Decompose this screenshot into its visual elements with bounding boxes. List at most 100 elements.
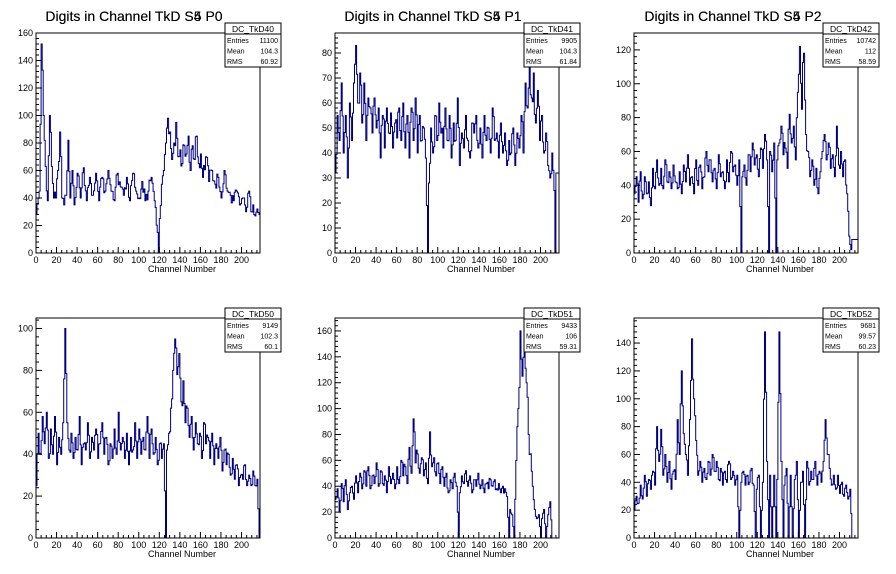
x-tick-label: 140 <box>471 255 486 265</box>
stats-label: RMS <box>825 344 841 351</box>
x-tick-label: 0 <box>332 540 337 550</box>
y-tick-label: 140 <box>616 338 631 348</box>
x-tick-label: 160 <box>492 255 507 265</box>
stats-label: Mean <box>825 49 843 56</box>
y-tick-label: 60 <box>621 449 631 459</box>
chart-title: Digits in Channel TkD S4 P1 <box>344 8 521 24</box>
stats-box: DC_TkD40 Entries 11100 Mean 104.3 RMS 60.92 <box>224 22 282 68</box>
y-tick-label: 20 <box>23 221 33 231</box>
x-tick-label: 80 <box>412 540 422 550</box>
y-tick-label: 60 <box>322 98 332 108</box>
stats-value: 61.84 <box>559 59 577 66</box>
x-tick-label: 40 <box>371 255 381 265</box>
y-tick-label: 80 <box>621 113 631 123</box>
stats-value: 60.92 <box>260 59 278 66</box>
stats-box: DC_TkD42 Entries 10742 Mean 112 RMS 58.59 <box>822 22 880 68</box>
x-tick-label: 40 <box>670 540 680 550</box>
plot-frame <box>334 317 560 539</box>
stats-value: 99.57 <box>858 334 876 341</box>
stats-label: Entries <box>526 38 548 45</box>
x-tick-label: 160 <box>193 540 208 550</box>
x-tick-label: 160 <box>193 255 208 265</box>
y-tick-label: 0 <box>327 248 332 258</box>
stats-value: 11100 <box>260 38 279 45</box>
x-axis-label: Channel Number <box>148 264 216 274</box>
stats-value: 104.3 <box>260 49 278 56</box>
stats-label: Mean <box>526 49 544 56</box>
x-tick-label: 20 <box>650 540 660 550</box>
chart-title: Digits in Channel TkD S4 P0 <box>45 8 222 24</box>
y-tick-label: 160 <box>317 326 332 336</box>
x-tick-label: 60 <box>93 255 103 265</box>
plot-frame <box>633 317 859 539</box>
stats-label: Entries <box>825 38 847 45</box>
y-tick-label: 160 <box>18 28 33 38</box>
x-axis-label: Channel Number <box>746 264 814 274</box>
x-tick-label: 120 <box>750 255 765 265</box>
plot-frame <box>35 317 261 539</box>
stats-box-frame <box>523 307 581 353</box>
stats-label: RMS <box>227 344 243 351</box>
y-tick-label: 50 <box>322 123 332 133</box>
y-tick-label: 0 <box>28 533 33 543</box>
stats-value: 9905 <box>561 38 577 45</box>
y-tick-label: 100 <box>18 111 33 121</box>
y-tick-label: 40 <box>322 148 332 158</box>
x-tick-label: 200 <box>234 540 249 550</box>
x-tick-label: 40 <box>72 255 82 265</box>
y-tick-label: 40 <box>621 477 631 487</box>
y-tick-label: 70 <box>322 73 332 83</box>
x-tick-label: 60 <box>691 540 701 550</box>
stats-box: DC_TkD52 Entries 9681 Mean 99.57 RMS 60.23 <box>822 307 880 353</box>
stats-box-name: DC_TkD41 <box>531 24 573 34</box>
x-tick-label: 200 <box>832 255 847 265</box>
x-tick-label: 140 <box>172 255 187 265</box>
y-tick-label: 80 <box>621 422 631 432</box>
x-tick-label: 120 <box>451 255 466 265</box>
y-tick-label: 40 <box>23 449 33 459</box>
x-tick-label: 100 <box>729 540 744 550</box>
x-tick-label: 160 <box>791 540 806 550</box>
stats-label: Mean <box>825 334 843 341</box>
y-tick-label: 120 <box>616 45 631 55</box>
y-tick-label: 40 <box>23 193 33 203</box>
x-tick-label: 180 <box>512 255 527 265</box>
y-tick-label: 120 <box>317 378 332 388</box>
histogram-series-line <box>35 43 261 254</box>
x-tick-label: 100 <box>430 255 445 265</box>
y-tick-label: 100 <box>18 323 33 333</box>
histogram-series-line <box>334 330 559 539</box>
stats-label: Mean <box>526 334 544 341</box>
stats-label: Entries <box>227 323 249 330</box>
stats-value: 102.3 <box>260 334 278 341</box>
y-tick-label: 80 <box>23 365 33 375</box>
stats-label: Mean <box>227 49 245 56</box>
x-tick-label: 140 <box>471 540 486 550</box>
histogram-panel-5: Digits in Channel TkD S5 P10 20 40 60 80 100 1… <box>317 8 581 559</box>
x-axis-label: Channel Number <box>746 549 814 559</box>
x-tick-label: 60 <box>392 255 402 265</box>
x-tick-label: 180 <box>213 540 228 550</box>
x-tick-label: 0 <box>631 540 636 550</box>
stats-box-name: DC_TkD40 <box>232 24 274 34</box>
x-tick-label: 0 <box>631 255 636 265</box>
x-tick-label: 100 <box>131 255 146 265</box>
histogram-series-line <box>35 328 260 539</box>
x-tick-label: 100 <box>729 255 744 265</box>
stats-value: 9433 <box>561 323 577 330</box>
y-tick-label: 100 <box>616 79 631 89</box>
x-tick-label: 140 <box>172 540 187 550</box>
x-axis-label: Channel Number <box>447 264 515 274</box>
stats-value: 9681 <box>860 323 876 330</box>
y-tick-label: 20 <box>621 505 631 515</box>
stats-box-frame <box>523 22 581 68</box>
stats-value: 9149 <box>262 323 278 330</box>
x-tick-label: 180 <box>213 255 228 265</box>
x-tick-label: 200 <box>533 540 548 550</box>
x-tick-label: 20 <box>52 540 62 550</box>
stats-value: 10742 <box>857 38 877 45</box>
y-tick-label: 120 <box>616 366 631 376</box>
x-tick-label: 20 <box>351 255 361 265</box>
stats-box-frame <box>224 22 282 68</box>
